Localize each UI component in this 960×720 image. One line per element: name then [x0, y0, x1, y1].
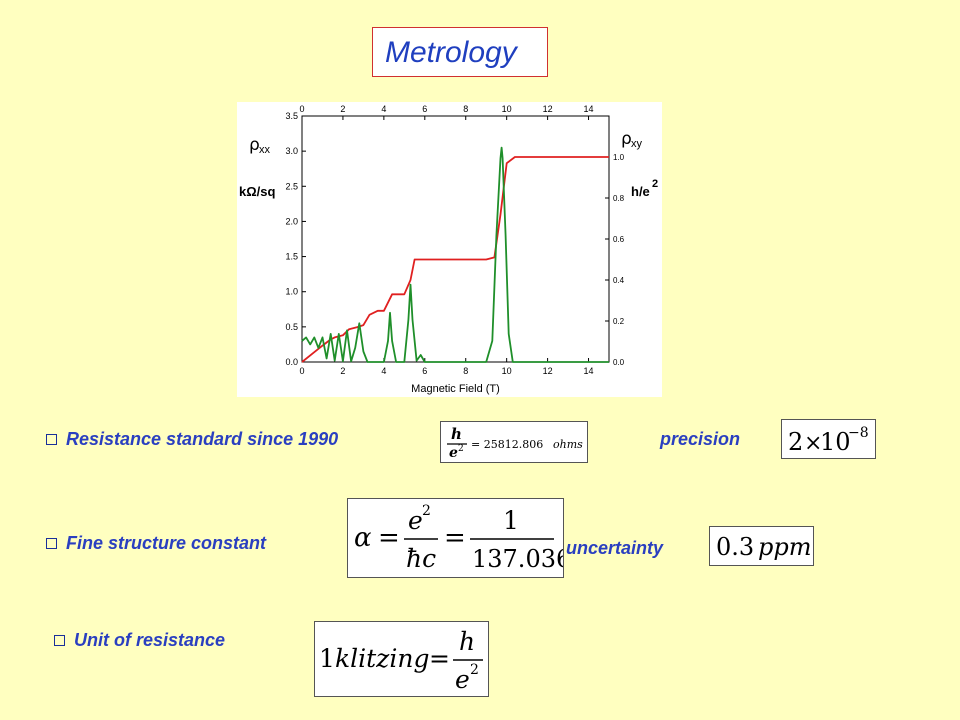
x-tick-label-bottom: 10 [502, 366, 512, 376]
right-axis-sub: xy [631, 138, 643, 150]
y-tick-label-left: 0.0 [285, 357, 298, 367]
x-tick-label-bottom: 6 [422, 366, 427, 376]
eq-equals-1: = [378, 523, 400, 553]
x-tick-label-bottom: 2 [340, 366, 345, 376]
x-tick-label-top: 12 [543, 104, 553, 114]
bullet-unit-resistance: Unit of resistance [54, 630, 225, 651]
bullet-label: Resistance standard since 1990 [66, 429, 339, 449]
rho-xx-curve [301, 146, 609, 363]
uncertainty-unit: ppm [758, 533, 811, 561]
square-bullet-icon [54, 635, 65, 646]
slide-title: Metrology [385, 36, 517, 69]
uncertainty-value: 0.3 [716, 533, 754, 561]
eq-one: 1 [503, 506, 519, 535]
square-bullet-icon [46, 434, 57, 445]
equation-box-uncertainty: 0.3 ppm [709, 526, 814, 566]
y-tick-label-left: 2.5 [285, 181, 298, 191]
eq-e: e [449, 445, 458, 461]
rho-xy-curve [301, 156, 609, 363]
eq-hbar-c: ħc [406, 544, 436, 573]
y-tick-label-right: 0.6 [613, 235, 625, 244]
right-axis-rho: ρ [621, 129, 632, 149]
y-tick-label-right: 0.0 [613, 358, 625, 367]
bullet-label: Fine structure constant [66, 533, 267, 553]
x-tick-label-bottom: 0 [299, 366, 304, 376]
precision-label: precision [660, 429, 741, 449]
bullet-fine-structure: Fine structure constant [46, 533, 266, 554]
eq-equals-2: = [444, 523, 466, 553]
y-tick-label-right: 0.2 [613, 317, 625, 326]
x-tick-label-top: 0 [299, 104, 304, 114]
x-tick-label-top: 10 [502, 104, 512, 114]
x-tick-label-top: 8 [463, 104, 468, 114]
uncertainty-label: uncertainty [566, 538, 664, 558]
y-tick-label-left: 1.0 [285, 287, 298, 297]
eq-alpha: α [354, 523, 372, 553]
bullet-label: Unit of resistance [74, 630, 226, 650]
left-axis-rho: ρ [249, 135, 260, 155]
x-tick-label-bottom: 8 [463, 366, 468, 376]
eq-h: h [459, 627, 475, 656]
eq-one: 1 [319, 644, 335, 673]
title-box: Metrology [372, 27, 548, 77]
x-tick-label-top: 14 [584, 104, 594, 114]
qhe-plot-svg: 0 2 4 6 8 10 12 14 0 2 4 6 8 10 12 14 0.0 0.5 1.0 1.5 2.0 2.5… [239, 104, 658, 395]
y-tick-label-left: 0.5 [285, 322, 298, 332]
y-tick-label-right: 1.0 [613, 153, 625, 162]
precision-times: × [804, 431, 822, 456]
equation-box-alpha: α = e 2 ħc = 1 137.036 [347, 498, 571, 578]
y-tick-label-left: 3.0 [285, 146, 298, 156]
precision-mantissa: 2 [788, 428, 803, 456]
x-tick-label-bottom: 4 [381, 366, 386, 376]
y-tick-label-left: 1.5 [285, 252, 298, 262]
left-axis-units: kΩ/sq [239, 184, 275, 199]
right-axis-units: h/e [631, 184, 650, 199]
eq-value: = 25812.806 [471, 438, 543, 451]
eq-unit: ohms [553, 438, 583, 451]
x-tick-label-bottom: 12 [543, 366, 553, 376]
right-axis-units-sup: 2 [652, 178, 658, 190]
square-bullet-icon [46, 538, 57, 549]
eq-klitzing: klitzing [335, 644, 429, 673]
x-tick-label-top: 6 [422, 104, 427, 114]
y-tick-label-right: 0.8 [613, 194, 625, 203]
precision-base: 10 [820, 428, 851, 456]
equation-box-precision: 2 × 10 −8 [781, 419, 876, 459]
x-tick-label-bottom: 14 [584, 366, 594, 376]
y-tick-label-left: 3.5 [285, 111, 298, 121]
eq-e-num: e [408, 506, 423, 535]
eq-e: e [455, 665, 470, 694]
equation-box-klitzing: 1 klitzing = h e 2 [314, 621, 489, 697]
y-tick-label-right: 0.4 [613, 276, 625, 285]
eq-e-sup: 2 [470, 662, 479, 678]
qhe-plot: 0 2 4 6 8 10 12 14 0 2 4 6 8 10 12 14 0.0 0.5 1.0 1.5 2.0 2.5… [237, 102, 662, 397]
x-tick-label-top: 4 [381, 104, 386, 114]
eq-e-sup: 2 [458, 444, 464, 454]
plot-frame [301, 115, 610, 363]
bullet-resistance-standard: Resistance standard since 1990 [46, 429, 338, 450]
x-tick-label-top: 2 [340, 104, 345, 114]
precision-exp: −8 [848, 425, 869, 441]
y-tick-label-left: 2.0 [285, 216, 298, 226]
x-axis-label: Magnetic Field (T) [411, 383, 500, 395]
left-axis-sub: xx [259, 144, 271, 156]
eq-equals: = [429, 644, 450, 673]
equation-box-hall-resistance: h e 2 = 25812.806 ohms [440, 421, 588, 463]
eq-e-num-sup: 2 [422, 503, 431, 519]
eq-137: 137.036 [472, 545, 563, 573]
eq-h: h [451, 425, 462, 443]
